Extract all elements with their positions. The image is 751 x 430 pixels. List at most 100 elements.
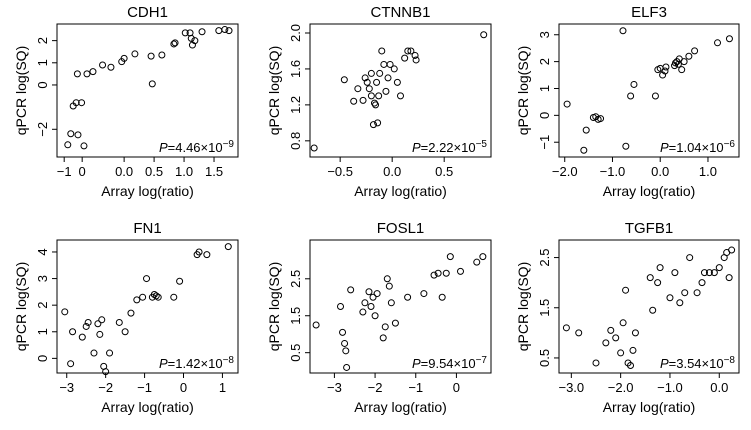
- y-tick-label: 1.2: [288, 96, 303, 114]
- x-tick-label: 1: [219, 380, 226, 395]
- plot-frame: [309, 23, 492, 158]
- data-point: [384, 74, 392, 82]
- data-point: [373, 78, 381, 86]
- data-point: [89, 68, 97, 76]
- p-value-annotation: P=1.42×10−8: [159, 355, 234, 371]
- y-axis-label: qPCR log(SQ): [13, 262, 29, 351]
- data-point: [479, 253, 487, 261]
- data-point: [176, 277, 184, 285]
- data-point: [131, 50, 139, 58]
- data-point: [383, 275, 391, 283]
- data-point: [224, 243, 232, 251]
- x-tick-label: −3: [327, 380, 342, 395]
- data-point: [181, 29, 189, 37]
- data-point: [386, 60, 394, 68]
- panel-fn1: FN1 −3 −2 −1 0 1 0 1 2 3 4 Array log(ratio) qPCR log…: [13, 220, 239, 415]
- data-point: [78, 99, 86, 107]
- data-point: [430, 271, 438, 279]
- data-point: [612, 334, 620, 342]
- data-point: [442, 269, 450, 277]
- data-point: [127, 309, 135, 317]
- panel-elf3: ELF3 −2.0 −1.0 0.0 1.0 −1 0 1 2 3 Array log(ratio)…: [515, 4, 740, 199]
- data-point: [582, 126, 590, 134]
- x-tick-label: −2: [368, 380, 383, 395]
- data-point: [143, 275, 151, 283]
- data-point: [94, 320, 102, 328]
- data-point: [133, 296, 141, 304]
- x-tick-label: −0.5: [327, 164, 353, 179]
- p-value-text: =4.46×10: [168, 140, 223, 155]
- data-point: [225, 27, 233, 35]
- data-point: [147, 52, 155, 60]
- data-point: [404, 293, 412, 301]
- x-tick-label: −1: [408, 380, 423, 395]
- chart-title: ELF3: [631, 4, 667, 21]
- data-point: [379, 334, 387, 342]
- data-point: [575, 329, 583, 337]
- x-tick-label: −2: [98, 380, 113, 395]
- x-tick-label: 0.5: [435, 164, 453, 179]
- x-tick-label: 1.0: [175, 164, 193, 179]
- data-point: [341, 339, 349, 347]
- y-tick-label: 1: [35, 328, 50, 335]
- data-point: [363, 78, 371, 86]
- data-point: [73, 70, 81, 78]
- data-point: [686, 254, 694, 262]
- data-point: [407, 47, 415, 55]
- data-point: [195, 248, 203, 256]
- y-tick-label: 2.5: [288, 270, 303, 288]
- data-point: [627, 92, 635, 100]
- data-point: [627, 361, 635, 369]
- data-point: [354, 85, 362, 93]
- data-point: [369, 293, 377, 301]
- data-point: [337, 303, 345, 310]
- data-point: [382, 87, 390, 95]
- data-point: [154, 293, 162, 301]
- data-point: [82, 322, 90, 330]
- p-value-annotation: P=9.54×10−7: [412, 355, 487, 371]
- y-axis-label: qPCR log(SQ): [13, 46, 29, 135]
- y-tick-label: 1.5: [537, 299, 552, 317]
- data-point: [434, 269, 442, 277]
- data-point: [563, 100, 571, 108]
- data-point: [438, 293, 446, 301]
- data-point: [359, 96, 367, 104]
- plot-frame: [558, 239, 740, 374]
- data-point: [674, 60, 682, 68]
- data-point: [646, 274, 654, 282]
- data-point: [367, 92, 375, 100]
- data-point: [619, 319, 627, 327]
- x-axis-label: Array log(ratio): [101, 183, 194, 199]
- data-point: [339, 328, 347, 336]
- x-tick-label: 0: [180, 380, 187, 395]
- p-symbol: P: [412, 356, 421, 371]
- y-tick-label: 1.5: [288, 307, 303, 325]
- x-tick-label: −1: [57, 164, 72, 179]
- y-tick-label: 2: [35, 302, 50, 309]
- data-point: [691, 47, 699, 55]
- data-point: [347, 286, 355, 294]
- data-point: [681, 289, 689, 297]
- y-tick-label: 0.8: [288, 132, 303, 150]
- data-point: [412, 56, 420, 64]
- data-point: [350, 97, 358, 105]
- data-point: [152, 292, 160, 300]
- x-axis-label: Array log(ratio): [603, 183, 696, 199]
- y-tick-label: 1: [35, 59, 50, 66]
- y-tick-label: 4: [35, 248, 50, 255]
- data-point: [411, 51, 419, 59]
- y-tick-label: 0.5: [288, 344, 303, 362]
- data-point: [361, 74, 369, 82]
- data-point: [592, 359, 600, 367]
- data-point: [61, 308, 69, 316]
- data-point: [607, 326, 615, 334]
- p-symbol: P: [159, 140, 168, 155]
- data-point: [378, 47, 386, 55]
- data-point: [120, 54, 128, 62]
- data-point: [622, 142, 630, 150]
- p-symbol: P: [159, 356, 168, 371]
- y-tick-label: 2: [537, 58, 552, 65]
- data-point: [67, 130, 75, 138]
- x-tick-label: 0.5: [145, 164, 163, 179]
- p-value-exponent: −7: [476, 355, 488, 366]
